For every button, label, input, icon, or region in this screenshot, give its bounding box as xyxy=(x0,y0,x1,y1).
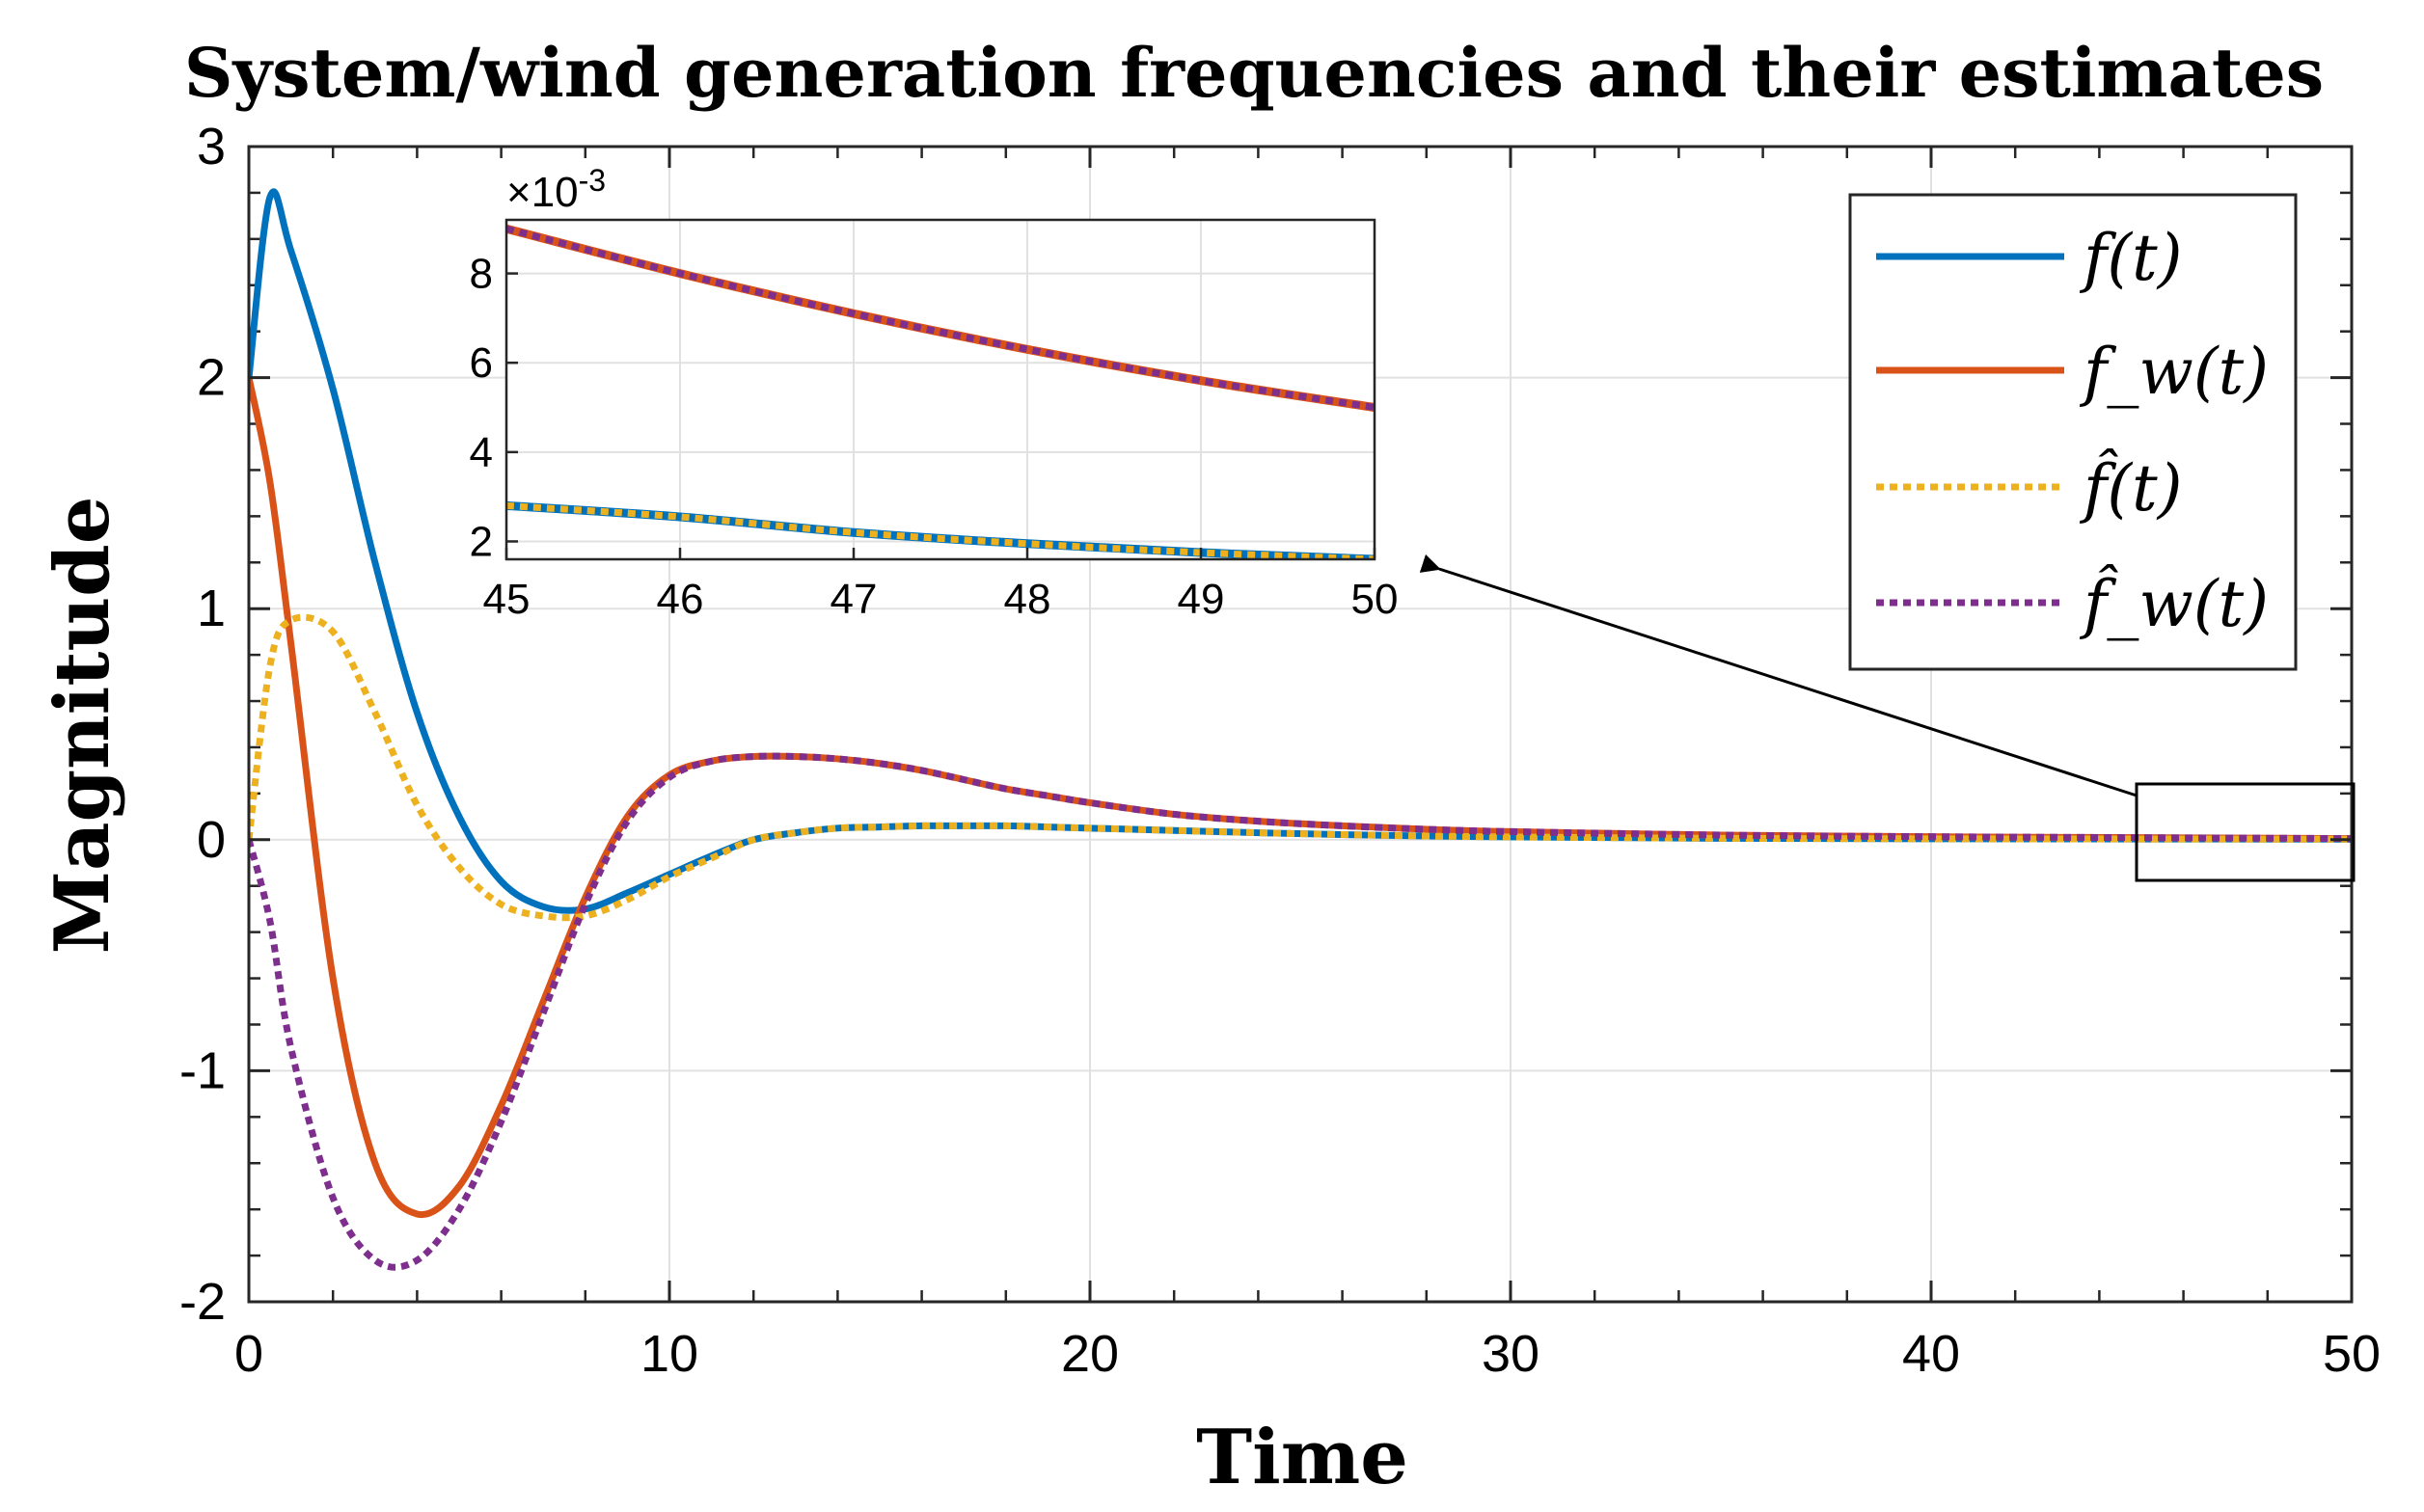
x-axis-label: Time xyxy=(1196,1414,1408,1501)
inset-y-ticks: 2 4 6 8 xyxy=(470,251,518,565)
inset-x-tick-label-48: 48 xyxy=(1004,576,1051,623)
main-lines xyxy=(249,188,2352,1271)
legend-label-fw: f_w(t) xyxy=(2079,335,2269,409)
inset-lines xyxy=(506,224,1375,559)
legend-entry-fwhat: f̂_w(t) xyxy=(1876,565,2269,641)
y-tick-label-0: 0 xyxy=(197,811,226,869)
series-line-f-w-t- xyxy=(249,752,2352,1271)
legend-entry-fw: f_w(t) xyxy=(1876,335,2269,409)
main-plot-frame xyxy=(247,145,2354,1304)
x-tick-label-10: 10 xyxy=(640,1325,698,1383)
zoom-arrow xyxy=(1419,554,2138,797)
x-tick-label-50: 50 xyxy=(2323,1325,2381,1383)
inset-y-tick-label-4: 4 xyxy=(470,429,493,476)
legend-label-fwhat: f̂_w(t) xyxy=(2079,565,2269,641)
series-line-f-w-t- xyxy=(249,376,2352,1219)
main-x-ticks: 0 10 20 30 40 50 xyxy=(234,147,2381,1383)
series-line-f-t- xyxy=(249,613,2352,922)
inset-y-tick-label-6: 6 xyxy=(470,339,493,387)
y-tick-label-2: 2 xyxy=(197,349,226,407)
y-axis-label: Magnitude xyxy=(39,497,126,955)
inset-series-line-f-t- xyxy=(506,501,1375,559)
legend-entry-f: f(t) xyxy=(1876,221,2182,295)
inset-plot-frame xyxy=(504,218,1376,561)
inset-series-line-f-w-t- xyxy=(506,225,1375,411)
y-tick-label--1: -1 xyxy=(179,1041,226,1099)
x-tick-label-0: 0 xyxy=(234,1325,263,1383)
main-y-ticks: -2 -1 0 1 2 3 xyxy=(179,118,2352,1331)
legend-label-fhat: f̂(t) xyxy=(2079,449,2182,526)
legend: f(t) f_w(t) f̂(t) f̂_w(t) xyxy=(1848,193,2298,671)
inset-x-tick-label-50: 50 xyxy=(1351,576,1399,623)
inset-x-ticks: 45 46 47 48 49 50 xyxy=(483,548,1399,623)
inset-x-tick-label-49: 49 xyxy=(1178,576,1225,623)
inset-x-tick-label-45: 45 xyxy=(483,576,531,623)
inset-x-tick-label-46: 46 xyxy=(657,576,704,623)
x-tick-label-20: 20 xyxy=(1061,1325,1119,1383)
y-tick-label-1: 1 xyxy=(197,580,226,637)
main-minor-ticks xyxy=(249,147,2352,1302)
x-tick-label-30: 30 xyxy=(1482,1325,1539,1383)
chart-title: System/wind generation frequencies and t… xyxy=(184,33,2324,113)
inset-y-tick-label-8: 8 xyxy=(470,251,493,298)
zoom-region-box xyxy=(2135,782,2356,882)
inset-x-tick-label-47: 47 xyxy=(831,576,878,623)
x-tick-label-40: 40 xyxy=(1902,1325,1960,1383)
legend-entry-fhat: f̂(t) xyxy=(1876,449,2182,526)
y-tick-label--2: -2 xyxy=(179,1273,226,1331)
legend-label-f: f(t) xyxy=(2079,221,2182,295)
inset-y-tick-label-2: 2 xyxy=(470,518,493,565)
inset-exponent-label: ×10-3 xyxy=(506,163,606,216)
legend-box xyxy=(1848,193,2298,671)
y-tick-label-3: 3 xyxy=(197,118,226,176)
